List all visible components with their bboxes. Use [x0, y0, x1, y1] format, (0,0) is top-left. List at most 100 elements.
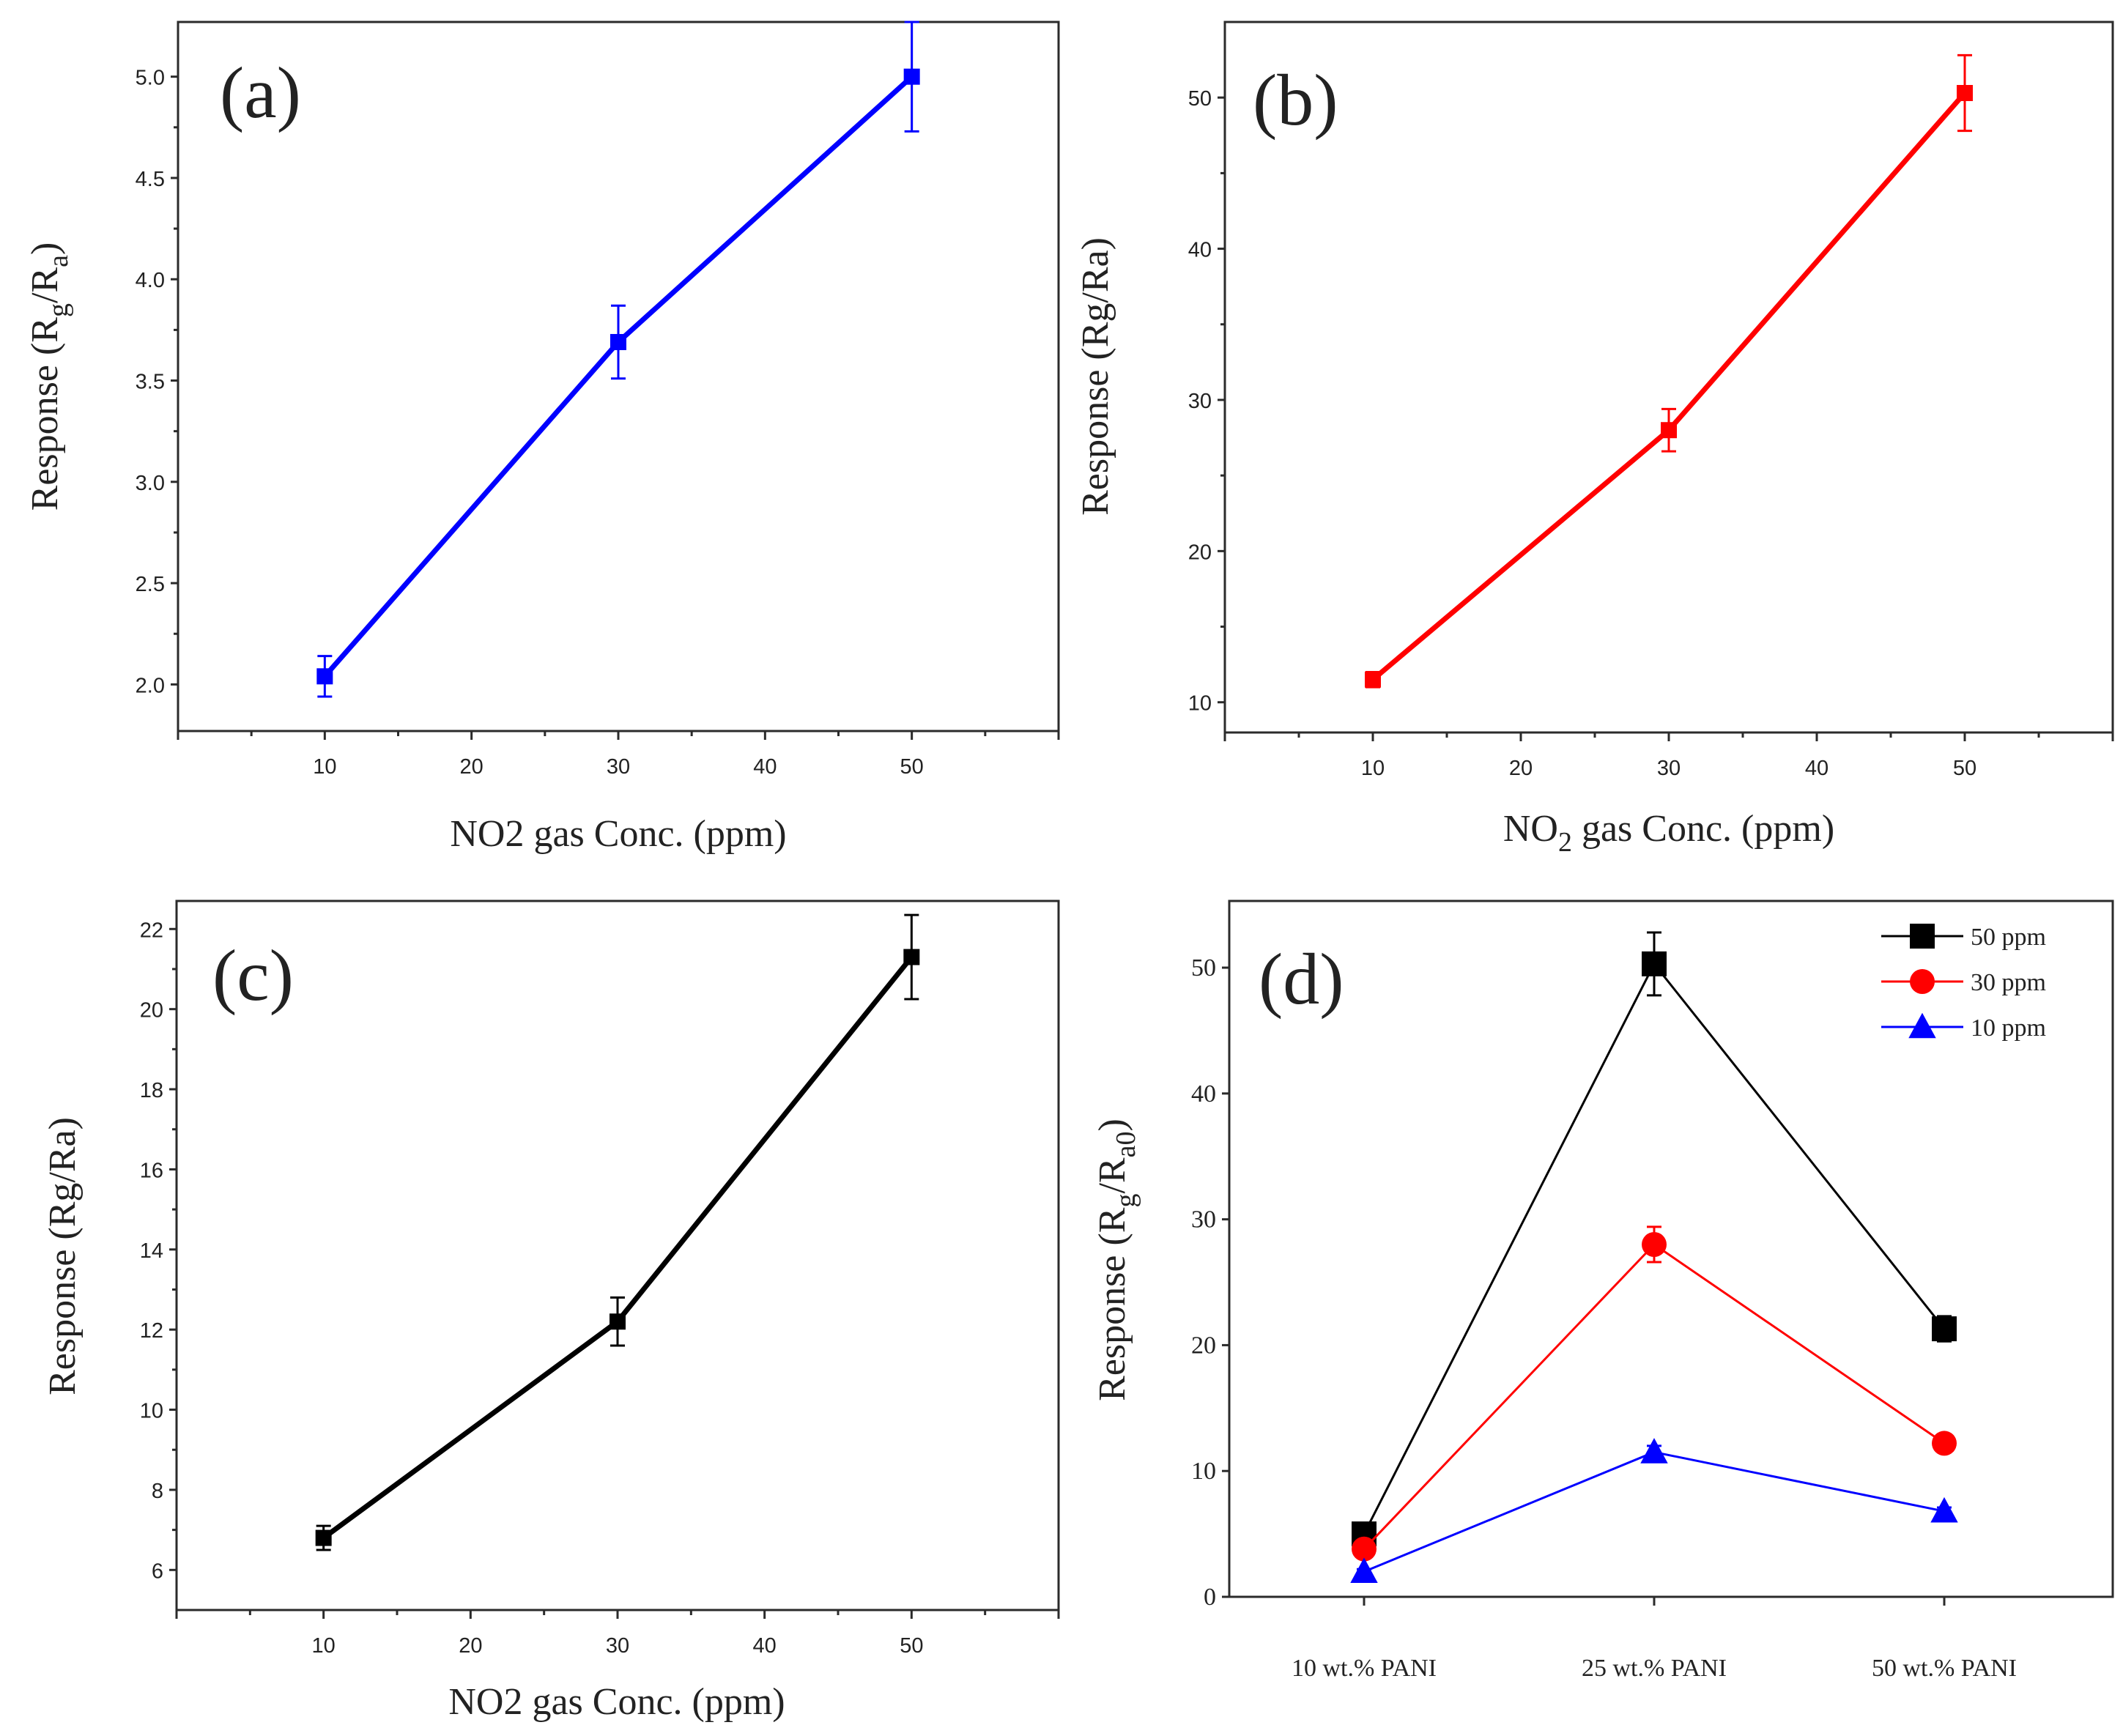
- panel-c-y-axis-title: Response (Rg/Ra): [42, 1117, 84, 1395]
- panel-b-series-line-0: [1371, 91, 1967, 682]
- legend-label: 10 ppm: [1971, 1014, 2046, 1042]
- panel-a-x-axis-title: NO2 gas Conc. (ppm): [450, 813, 786, 855]
- panel-d-data-point: [1352, 1536, 1377, 1562]
- panel-d-data-point: [1930, 1496, 1958, 1523]
- panel-c-y-tick-label: 16: [140, 1159, 163, 1182]
- panel-d-y-tick-label: 0: [1204, 1584, 1216, 1611]
- panel-c-y-tick-label: 22: [140, 919, 163, 942]
- panel-b-x-axis-title: NO2 gas Conc. (ppm): [1503, 808, 1834, 858]
- panel-a-y-tick-label: 2.5: [136, 573, 165, 596]
- panel-d-frame: [1228, 899, 2114, 1598]
- panel-c: 6 8 10 12 14 16 18 20 22 10 20 30 40 50 (c) NO2 gas C…: [42, 899, 1060, 1723]
- panel-c-x-tick-label: 40: [753, 1634, 777, 1658]
- panel-d-y-tick-label: 50: [1191, 954, 1216, 982]
- panel-b-x-tick-label: 20: [1509, 757, 1533, 780]
- panel-d-label: (d): [1259, 938, 1344, 1020]
- panel-d-y-tick-label: 40: [1191, 1080, 1216, 1108]
- panel-d-legend: 50 ppm 30 ppm 10 ppm: [1881, 924, 2046, 1042]
- panel-a-y-tick-label: 3.5: [136, 371, 165, 394]
- legend-marker: [1908, 1012, 1936, 1039]
- panel-b-y-tick-label: 10: [1188, 692, 1212, 716]
- panel-d-y-axis-title: Response (Rg/Ra0): [1092, 1119, 1141, 1401]
- panel-c-y-tick-label: 8: [152, 1480, 163, 1503]
- panel-d: 0 10 20 30 40 50 10 wt.% PANI 25 wt.% PANI 50 wt…: [1092, 899, 2114, 1682]
- panel-c-y-tick-label: 14: [140, 1239, 163, 1263]
- panel-d-series-line-1: [1363, 1243, 1945, 1550]
- panel-a-y-tick-label: 4.5: [136, 168, 165, 191]
- panel-b-y-tick-label: 30: [1188, 390, 1212, 413]
- panel-a: 2.0 2.5 3.0 3.5 4.0 4.5 5.0 10 20 30 40 50 (a) NO2 …: [24, 21, 1060, 855]
- panel-d-series-line-2: [1363, 1450, 1945, 1573]
- panel-d-y-tick-label: 30: [1191, 1206, 1216, 1234]
- panel-c-data-point: [315, 1529, 332, 1546]
- panel-b-data-point: [1957, 85, 1973, 101]
- panel-b-y-tick-label: 50: [1188, 87, 1212, 111]
- legend-marker: [1910, 924, 1935, 949]
- panel-c-data-point: [903, 949, 920, 965]
- panel-a-data-point: [903, 68, 920, 85]
- panel-a-y-tick-label: 3.0: [136, 472, 165, 495]
- panel-c-plot-area: [315, 913, 920, 1551]
- panel-b-plot-area: [1365, 53, 1973, 689]
- panel-a-label: (a): [220, 52, 301, 133]
- panel-c-y-tick-label: 10: [140, 1400, 163, 1423]
- panel-d-plot-area: [1350, 931, 1958, 1583]
- panel-a-y-tick-label: 2.0: [136, 674, 165, 697]
- panel-a-data-point: [316, 668, 333, 685]
- panel-c-x-tick-label: 50: [900, 1634, 923, 1658]
- panel-a-y-axis-title: Response (Rg/Ra): [24, 242, 74, 511]
- panel-b-ticks: 10 20 30 40 50 10 20 30 40 50: [1188, 87, 2114, 780]
- panel-b-data-point: [1661, 422, 1677, 439]
- panel-d-data-point: [1642, 1231, 1667, 1257]
- panel-d-data-point: [1932, 1431, 1957, 1456]
- panel-a-ticks: 2.0 2.5 3.0 3.5 4.0 4.5 5.0 10 20 30 40 50: [136, 67, 1060, 779]
- panel-b-y-tick-label: 40: [1188, 239, 1212, 262]
- panel-b-x-tick-label: 30: [1657, 757, 1681, 780]
- panel-b-y-tick-label: 20: [1188, 541, 1212, 564]
- panel-a-x-tick-label: 50: [900, 755, 924, 779]
- panel-d-x-category-label: 25 wt.% PANI: [1582, 1655, 1727, 1682]
- panel-c-series-line-0: [322, 955, 914, 1540]
- panel-a-x-tick-label: 40: [753, 755, 777, 779]
- panel-a-y-tick-label: 4.0: [136, 269, 165, 292]
- panel-c-frame: [175, 899, 1060, 1611]
- panel-c-x-axis-title: NO2 gas Conc. (ppm): [448, 1681, 785, 1723]
- panel-a-x-tick-label: 30: [607, 755, 630, 779]
- panel-c-x-tick-label: 20: [459, 1634, 482, 1658]
- panel-c-label: (c): [212, 935, 294, 1016]
- panel-b-x-tick-label: 40: [1805, 757, 1829, 780]
- panel-c-ticks: 6 8 10 12 14 16 18 20 22 10 20 30 40 50: [140, 919, 1060, 1658]
- panel-b-x-tick-label: 50: [1953, 757, 1976, 780]
- panel-b: 10 20 30 40 50 10 20 30 40 50 (b) NO2 gas Conc. (…: [1075, 21, 2114, 858]
- panel-d-data-point: [1642, 951, 1667, 976]
- panel-d-x-category-label: 50 wt.% PANI: [1872, 1655, 2017, 1682]
- panel-d-data-point: [1640, 1438, 1668, 1464]
- panel-c-x-tick-label: 30: [606, 1634, 629, 1658]
- panel-d-data-point: [1350, 1557, 1378, 1583]
- legend-label: 30 ppm: [1971, 969, 2046, 996]
- panel-a-data-point: [610, 333, 626, 350]
- panel-b-frame: [1223, 21, 2114, 734]
- panel-c-y-tick-label: 18: [140, 1079, 163, 1102]
- panel-b-data-point: [1365, 671, 1381, 688]
- panel-d-y-tick-label: 10: [1191, 1458, 1216, 1485]
- panel-d-data-point: [1932, 1316, 1957, 1342]
- panel-c-y-tick-label: 6: [152, 1559, 163, 1583]
- panel-c-data-point: [610, 1313, 626, 1330]
- panel-c-x-tick-label: 10: [312, 1634, 336, 1658]
- panel-c-y-tick-label: 12: [140, 1319, 163, 1343]
- panel-b-x-tick-label: 10: [1361, 757, 1385, 780]
- legend-label: 50 ppm: [1971, 924, 2046, 951]
- legend-marker: [1910, 969, 1935, 994]
- panel-a-x-tick-label: 10: [313, 755, 336, 779]
- panel-c-y-tick-label: 20: [140, 999, 163, 1023]
- panel-a-x-tick-label: 20: [460, 755, 483, 779]
- panel-d-x-category-label: 10 wt.% PANI: [1292, 1655, 1437, 1682]
- panel-d-ticks: 0 10 20 30 40 50 10 wt.% PANI 25 wt.% PANI 50 wt…: [1191, 954, 2017, 1682]
- panel-b-label: (b): [1253, 59, 1338, 141]
- panel-a-plot-area: [316, 21, 920, 698]
- panel-b-y-axis-title: Response (Rg/Ra): [1075, 237, 1116, 516]
- panel-d-y-tick-label: 20: [1191, 1332, 1216, 1359]
- panel-a-y-tick-label: 5.0: [136, 67, 165, 90]
